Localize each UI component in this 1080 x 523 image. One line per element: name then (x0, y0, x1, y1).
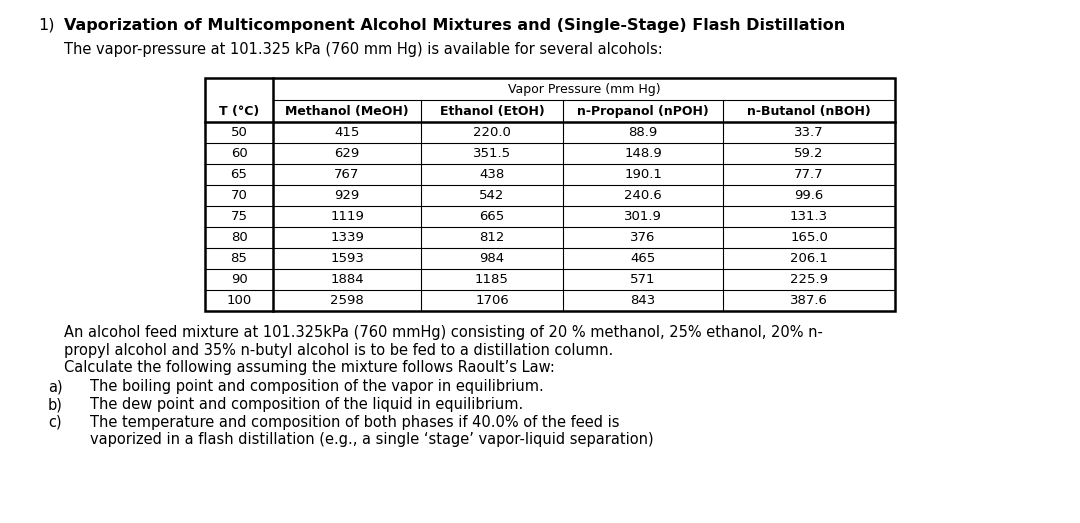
Text: 148.9: 148.9 (624, 147, 662, 160)
Text: The dew point and composition of the liquid in equilibrium.: The dew point and composition of the liq… (90, 397, 523, 412)
Text: The boiling point and composition of the vapor in equilibrium.: The boiling point and composition of the… (90, 380, 543, 394)
Text: 88.9: 88.9 (629, 126, 658, 139)
Text: 1339: 1339 (330, 231, 364, 244)
Text: Vapor Pressure (mm Hg): Vapor Pressure (mm Hg) (508, 83, 660, 96)
Text: 438: 438 (480, 168, 504, 181)
Text: 99.6: 99.6 (795, 189, 824, 202)
Text: 75: 75 (230, 210, 247, 223)
Text: Vaporization of Multicomponent Alcohol Mixtures and (Single-Stage) Flash Distill: Vaporization of Multicomponent Alcohol M… (64, 18, 846, 33)
Text: 1884: 1884 (330, 273, 364, 286)
Text: b): b) (48, 397, 63, 412)
Text: 190.1: 190.1 (624, 168, 662, 181)
Text: 225.9: 225.9 (789, 273, 828, 286)
Text: 812: 812 (480, 231, 504, 244)
Text: 301.9: 301.9 (624, 210, 662, 223)
Text: 542: 542 (480, 189, 504, 202)
Text: 1185: 1185 (475, 273, 509, 286)
Text: 165.0: 165.0 (791, 231, 828, 244)
Text: n-Butanol (nBOH): n-Butanol (nBOH) (747, 105, 870, 118)
Text: T (°C): T (°C) (219, 105, 259, 118)
Text: 843: 843 (631, 294, 656, 307)
Text: 665: 665 (480, 210, 504, 223)
Text: 1): 1) (38, 18, 54, 33)
Text: 2598: 2598 (330, 294, 364, 307)
Text: a): a) (48, 380, 63, 394)
Text: 1706: 1706 (475, 294, 509, 307)
Text: 240.6: 240.6 (624, 189, 662, 202)
Text: 387.6: 387.6 (791, 294, 828, 307)
Text: The vapor-pressure at 101.325 kPa (760 mm Hg) is available for several alcohols:: The vapor-pressure at 101.325 kPa (760 m… (64, 42, 663, 57)
Text: 376: 376 (631, 231, 656, 244)
Text: 85: 85 (230, 252, 247, 265)
Text: 1593: 1593 (330, 252, 364, 265)
Text: 351.5: 351.5 (473, 147, 511, 160)
Text: 415: 415 (335, 126, 360, 139)
Text: vaporized in a flash distillation (e.g., a single ‘stage’ vapor-liquid separatio: vaporized in a flash distillation (e.g.,… (90, 432, 653, 447)
Text: 929: 929 (335, 189, 360, 202)
Bar (205, 78, 895, 311)
Text: 59.2: 59.2 (794, 147, 824, 160)
Text: 50: 50 (230, 126, 247, 139)
Text: The temperature and composition of both phases if 40.0% of the feed is: The temperature and composition of both … (90, 415, 620, 429)
Text: 220.0: 220.0 (473, 126, 511, 139)
Text: c): c) (48, 415, 62, 429)
Text: 984: 984 (480, 252, 504, 265)
Text: 1119: 1119 (330, 210, 364, 223)
Text: n-Propanol (nPOH): n-Propanol (nPOH) (577, 105, 708, 118)
Text: 131.3: 131.3 (789, 210, 828, 223)
Text: 90: 90 (231, 273, 247, 286)
Text: Methanol (MeOH): Methanol (MeOH) (285, 105, 409, 118)
Text: 206.1: 206.1 (791, 252, 828, 265)
Text: 80: 80 (231, 231, 247, 244)
Text: Ethanol (EtOH): Ethanol (EtOH) (440, 105, 544, 118)
Text: 77.7: 77.7 (794, 168, 824, 181)
Text: 629: 629 (335, 147, 360, 160)
Text: 100: 100 (227, 294, 252, 307)
Text: 33.7: 33.7 (794, 126, 824, 139)
Text: 767: 767 (335, 168, 360, 181)
Text: Calculate the following assuming the mixture follows Raoult’s Law:: Calculate the following assuming the mix… (64, 360, 555, 375)
Text: propyl alcohol and 35% n-butyl alcohol is to be fed to a distillation column.: propyl alcohol and 35% n-butyl alcohol i… (64, 343, 613, 358)
Text: 70: 70 (230, 189, 247, 202)
Text: 465: 465 (631, 252, 656, 265)
Text: An alcohol feed mixture at 101.325kPa (760 mmHg) consisting of 20 % methanol, 25: An alcohol feed mixture at 101.325kPa (7… (64, 325, 823, 340)
Text: 65: 65 (230, 168, 247, 181)
Text: 571: 571 (631, 273, 656, 286)
Text: 60: 60 (231, 147, 247, 160)
